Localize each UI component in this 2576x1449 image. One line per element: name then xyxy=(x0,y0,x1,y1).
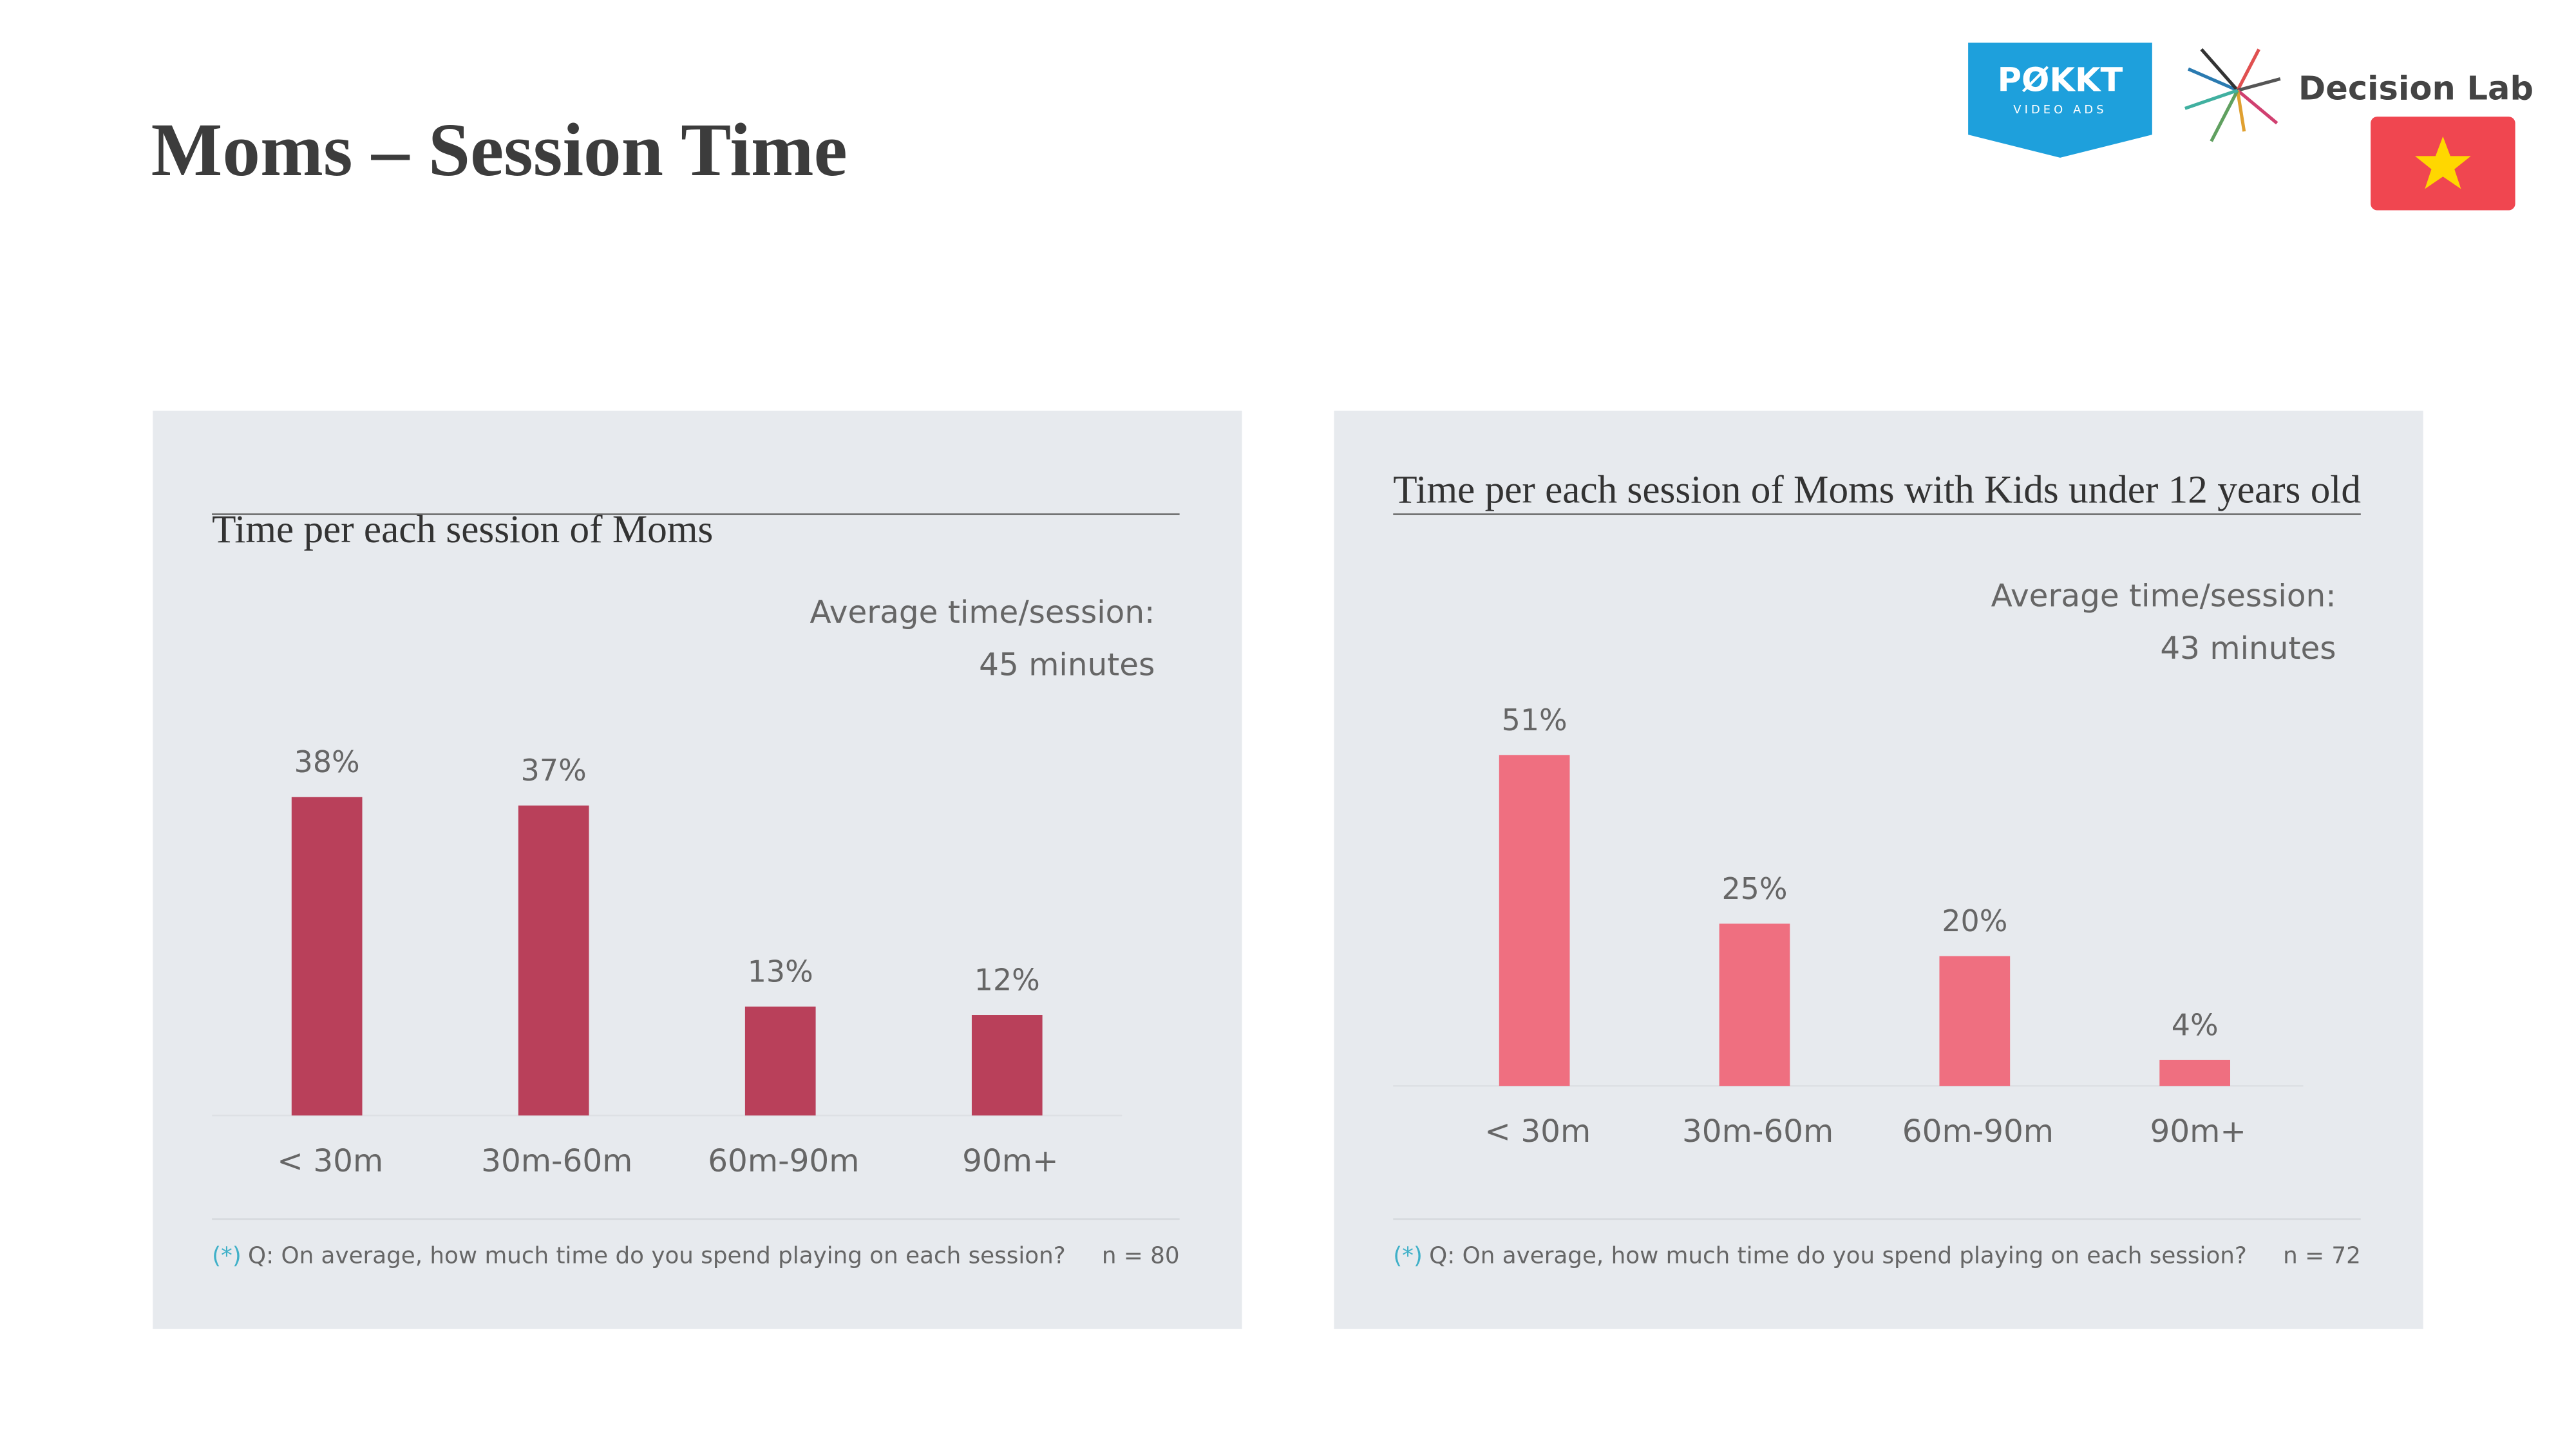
slide-title: Moms – Session Time xyxy=(151,108,848,192)
panel-background xyxy=(1334,410,2423,1329)
footnote-marker: (*) xyxy=(1393,1243,1423,1269)
bar xyxy=(518,805,589,1116)
chart-title: Time per each session of Moms with Kids … xyxy=(1393,469,2361,513)
sample-size: n = 72 xyxy=(2283,1243,2361,1269)
value-label: 20% xyxy=(1942,904,2007,938)
footnote: (*) Q: On average, how much time do you s… xyxy=(1393,1243,2247,1269)
value-label: 38% xyxy=(294,744,360,779)
x-tick-label: < 30m xyxy=(1484,1113,1591,1150)
value-label: 37% xyxy=(521,753,587,788)
logo-ray xyxy=(2237,77,2281,92)
value-label: 4% xyxy=(2172,1007,2219,1042)
annotation: Average time/session: xyxy=(810,594,1155,630)
x-tick-label: 90m+ xyxy=(2150,1113,2246,1150)
annotation: 45 minutes xyxy=(979,647,1155,683)
flag-star xyxy=(2415,136,2471,189)
panels: Time per each session of Moms Average tim… xyxy=(153,410,2423,1329)
pokkt-tagline: VIDEO ADS xyxy=(2013,103,2107,117)
logo-ray xyxy=(2236,48,2260,91)
logo-ray xyxy=(2200,48,2239,91)
bar xyxy=(291,797,363,1116)
footnote: (*) Q: On average, how much time do you s… xyxy=(212,1243,1066,1269)
bar xyxy=(1499,755,1570,1086)
bar xyxy=(971,1015,1043,1116)
logo-ray xyxy=(2184,88,2239,110)
x-tick-label: 60m-90m xyxy=(708,1143,859,1179)
logo-ray xyxy=(2236,89,2278,125)
pokkt-badge xyxy=(1968,43,2152,158)
chart-panel: Time per each session of Moms Average tim… xyxy=(153,410,1242,1329)
vietnam-flag xyxy=(2371,117,2515,211)
annotation: Average time/session: xyxy=(1991,578,2336,614)
logo-ray xyxy=(2235,90,2246,132)
value-label: 25% xyxy=(1721,871,1787,906)
sample-size: n = 80 xyxy=(1102,1243,1180,1269)
value-label: 51% xyxy=(1502,703,1567,737)
footnote-marker: (*) xyxy=(212,1243,242,1269)
x-tick-label: < 30m xyxy=(277,1143,383,1179)
chart-title: Time per each session of Moms xyxy=(212,509,714,553)
x-tick-label: 60m-90m xyxy=(1902,1113,2054,1150)
chart-title-box: Time per each session of Moms xyxy=(212,509,714,553)
bar xyxy=(744,1007,816,1116)
footnote-text: Q: On average, how much time do you spen… xyxy=(1429,1243,2247,1269)
bar xyxy=(1719,923,1790,1086)
decision-lab-name: Decision Lab xyxy=(2298,70,2533,108)
bar xyxy=(2159,1059,2231,1086)
x-tick-label: 30m-60m xyxy=(1682,1113,1833,1150)
value-label: 12% xyxy=(974,963,1040,998)
value-label: 13% xyxy=(748,954,813,989)
x-tick-label: 30m-60m xyxy=(481,1143,632,1179)
chart-title-box: Time per each session of Moms with Kids … xyxy=(1393,469,2361,513)
decision-lab-logo: Decision Lab xyxy=(2184,48,2533,142)
footnote-text: Q: On average, how much time do you spen… xyxy=(248,1243,1066,1269)
logo-ray xyxy=(2210,90,2239,142)
pokkt-logo: PØKKT VIDEO ADS xyxy=(1968,43,2152,158)
bar xyxy=(1939,956,2011,1086)
x-tick-label: 90m+ xyxy=(962,1143,1058,1179)
annotation: 43 minutes xyxy=(2160,630,2336,667)
chart-panel: Time per each session of Moms with Kids … xyxy=(1334,410,2423,1329)
logo-ray xyxy=(2187,67,2239,92)
pokkt-name: PØKKT xyxy=(1998,62,2123,100)
